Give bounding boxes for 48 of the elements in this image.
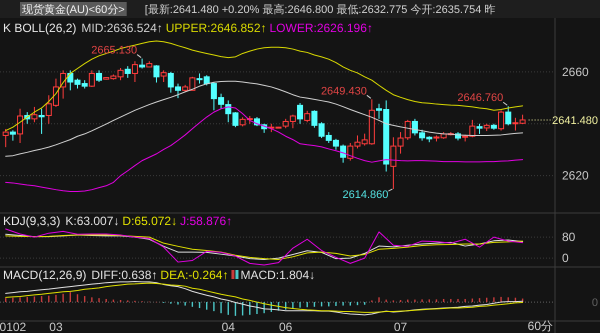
legend-title: MACD(12,26,9) [3, 268, 86, 282]
candlestick [124, 66, 131, 78]
x-tick-label: 03 [49, 320, 63, 333]
candlestick [160, 70, 167, 83]
text: 60分 [528, 319, 553, 333]
candlestick [10, 130, 16, 142]
line-series [5, 228, 524, 266]
series-label: D:65.072↓ [122, 214, 178, 228]
series-label: DEA:-0.264↑ [160, 268, 228, 282]
legend-title: KDJ(9,3,3) [3, 214, 60, 228]
ref-line-label: 2641.480 [552, 114, 598, 127]
y-tick-label: 2660 [562, 64, 590, 79]
candlestick [38, 108, 45, 134]
legend-label: MACD:1.804↓ [240, 268, 316, 282]
line-series [5, 80, 524, 157]
candlestick [96, 70, 102, 83]
annotation: 2649.430 [320, 85, 367, 98]
candlestick [132, 60, 138, 83]
candlestick [505, 106, 512, 126]
y-tick-label: 2620 [562, 168, 590, 183]
annotation: 2646.760 [457, 92, 504, 104]
candlestick [153, 64, 160, 84]
candlestick [498, 110, 504, 132]
candlestick [31, 106, 38, 123]
candlestick [17, 108, 24, 144]
text: J:58.876↑ [180, 214, 232, 228]
series-label: K:63.007↓ [65, 214, 120, 228]
y-tick-label: 80 [562, 230, 576, 244]
series-label: DIFF:0.638↑ [91, 268, 158, 282]
candlestick [476, 123, 483, 134]
x-tick-label: 06 [279, 320, 293, 333]
candlestick [304, 110, 310, 123]
chart-subtitle: [最新:2641.480 +0.20% 最高:2646.800 最低:2632.775 今开:2635.754 昨 [144, 3, 496, 16]
legend-title: K BOLL(26,2) [3, 21, 76, 35]
annotation: 2614.860 [342, 189, 388, 202]
candlestick [139, 58, 146, 70]
series-label: UPPER:2646.852↑ [166, 21, 266, 35]
candlestick [2, 128, 9, 148]
y-tick-label: 0 [562, 251, 569, 266]
chart-title: 现货黄金(AU)<60分> [22, 3, 125, 16]
x-tick-label: 0102 [0, 320, 27, 333]
text: LOWER:2626.196↑ [270, 21, 373, 35]
candlestick [297, 102, 304, 124]
text: MID:2636.524↑ [81, 21, 163, 35]
x-tick-label: 04 [222, 320, 236, 333]
x-tick-label: 07 [394, 320, 408, 333]
ref-line-label: 0 [592, 297, 598, 310]
candlestick [88, 70, 95, 88]
